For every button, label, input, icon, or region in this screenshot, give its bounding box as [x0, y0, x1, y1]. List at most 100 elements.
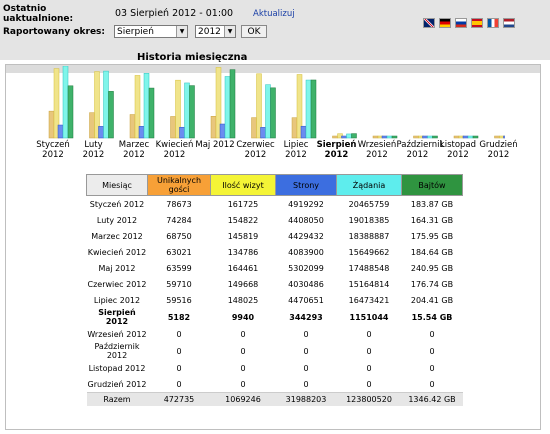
total-value: 472735	[147, 392, 211, 406]
bar-bytes-6	[310, 79, 317, 139]
row-value: 344293	[289, 312, 323, 322]
bar-bytes-9	[432, 135, 438, 139]
ok-button[interactable]: OK	[241, 25, 267, 38]
month-label: Listopad 2012	[439, 140, 477, 160]
total-value: 31988203	[275, 392, 337, 406]
row-value: 17488548	[348, 263, 390, 273]
row-value: 184.64 GB	[410, 247, 454, 257]
month-label: Marzec 2012	[118, 140, 150, 160]
bar-hits-8	[386, 135, 393, 139]
row-value: 175.95 GB	[410, 231, 454, 241]
gb-flag-icon[interactable]	[423, 18, 435, 28]
row-month: Październik 2012	[94, 342, 140, 360]
row-value: 0	[429, 329, 435, 339]
row-value: 0	[366, 346, 372, 356]
row-value: 4919292	[288, 199, 324, 209]
col-visits: Ilość wizyt	[210, 174, 276, 196]
bar-hits-9	[427, 135, 433, 139]
row-value: 0	[429, 346, 435, 356]
refresh-link[interactable]: Aktualizuj	[253, 9, 295, 19]
row-value: 148025	[227, 295, 259, 305]
table-row: Lipiec 2012 59516 148025 4470651 16473421 204…	[87, 292, 463, 308]
table-row: Czerwiec 2012 59710 149668 4030486 15164814 1…	[87, 276, 463, 292]
row-value: 0	[303, 379, 309, 389]
row-value: 15649662	[348, 247, 390, 257]
bar-unique-10	[453, 135, 460, 139]
bar-pages-10	[462, 135, 469, 139]
row-value: 4470651	[288, 295, 324, 305]
row-value: 134786	[227, 247, 259, 257]
stats-table: Miesiąc Unikalnych gości Ilość wizyt Str…	[86, 174, 463, 406]
bar-visits-1	[94, 71, 100, 139]
bar-unique-11	[494, 135, 500, 139]
bar-visits-4	[215, 67, 222, 139]
es-flag-icon[interactable]	[471, 18, 483, 28]
bar-pages-0	[57, 124, 64, 139]
bar-bytes-8	[391, 135, 398, 139]
row-value: 0	[240, 379, 246, 389]
row-value: 1151044	[349, 312, 389, 322]
bar-unique-9	[413, 135, 419, 139]
month-label: Grudzień 2012	[479, 140, 518, 160]
row-value: 68750	[166, 231, 192, 241]
year-select[interactable]: 2012 ▼	[195, 25, 236, 38]
row-value: 0	[429, 363, 435, 373]
total-label: Razem	[86, 392, 148, 406]
ru-flag-icon[interactable]	[455, 18, 467, 28]
col-unique-visitors: Unikalnych gości	[147, 174, 211, 196]
bar-visits-2	[134, 75, 141, 139]
row-value: 0	[176, 346, 182, 356]
table-row: Luty 2012 74284 154822 4408050 19018385 164.3…	[87, 212, 463, 228]
bar-hits-3	[184, 82, 190, 139]
total-row: Razem 472735 1069246 31988203 123800520 1346.…	[86, 392, 463, 406]
total-value: 1069246	[210, 392, 276, 406]
bar-unique-2	[129, 114, 136, 139]
bar-visits-6	[296, 74, 303, 139]
row-value: 0	[176, 363, 182, 373]
chevron-down-icon: ▼	[224, 26, 235, 37]
row-value: 0	[429, 379, 435, 389]
de-flag-icon[interactable]	[439, 18, 451, 28]
row-value: 0	[240, 363, 246, 373]
row-month: Luty 2012	[96, 215, 138, 225]
fr-flag-icon[interactable]	[487, 18, 499, 28]
row-value: 183.87 GB	[410, 199, 454, 209]
row-value: 63021	[166, 247, 192, 257]
bar-visits-3	[175, 79, 181, 139]
row-value: 19018385	[348, 215, 390, 225]
bar-hits-7	[346, 133, 352, 139]
bar-bytes-5	[270, 87, 276, 139]
row-value: 9940	[231, 312, 255, 322]
row-value: 0	[176, 379, 182, 389]
row-value: 63599	[166, 263, 192, 273]
row-value: 164461	[227, 263, 259, 273]
row-value: 149668	[227, 279, 259, 289]
bar-pages-11	[503, 135, 505, 139]
col-bytes: Bajtów	[401, 174, 463, 196]
bar-bytes-3	[189, 85, 195, 139]
nl-flag-icon[interactable]	[503, 18, 515, 28]
bar-bytes-0	[67, 85, 74, 139]
row-value: 0	[366, 329, 372, 339]
month-select[interactable]: Sierpień ▼	[114, 25, 188, 38]
report-period-label: Raportowany okres:	[3, 27, 106, 37]
row-value: 59710	[166, 279, 192, 289]
total-value: 1346.42 GB	[401, 392, 463, 406]
panel-title-bar	[6, 65, 540, 73]
bar-pages-1	[98, 126, 104, 139]
monthly-history-panel	[5, 64, 541, 430]
bar-pages-8	[381, 135, 388, 139]
row-value: 5182	[167, 312, 191, 322]
bar-visits-5	[256, 73, 262, 139]
row-value: 161725	[227, 199, 259, 209]
row-value: 20465759	[348, 199, 390, 209]
row-month: Wrzesień 2012	[87, 329, 147, 339]
row-value: 74284	[166, 215, 192, 225]
bar-hits-6	[305, 79, 312, 139]
bar-unique-5	[251, 117, 257, 139]
month-label: Lipiec 2012	[283, 140, 309, 160]
row-value: 164.31 GB	[410, 215, 454, 225]
table-row: Styczeń 2012 78673 161725 4919292 20465759 18…	[87, 196, 463, 213]
row-value: 4429432	[288, 231, 324, 241]
row-month: Styczeń 2012	[89, 199, 145, 209]
